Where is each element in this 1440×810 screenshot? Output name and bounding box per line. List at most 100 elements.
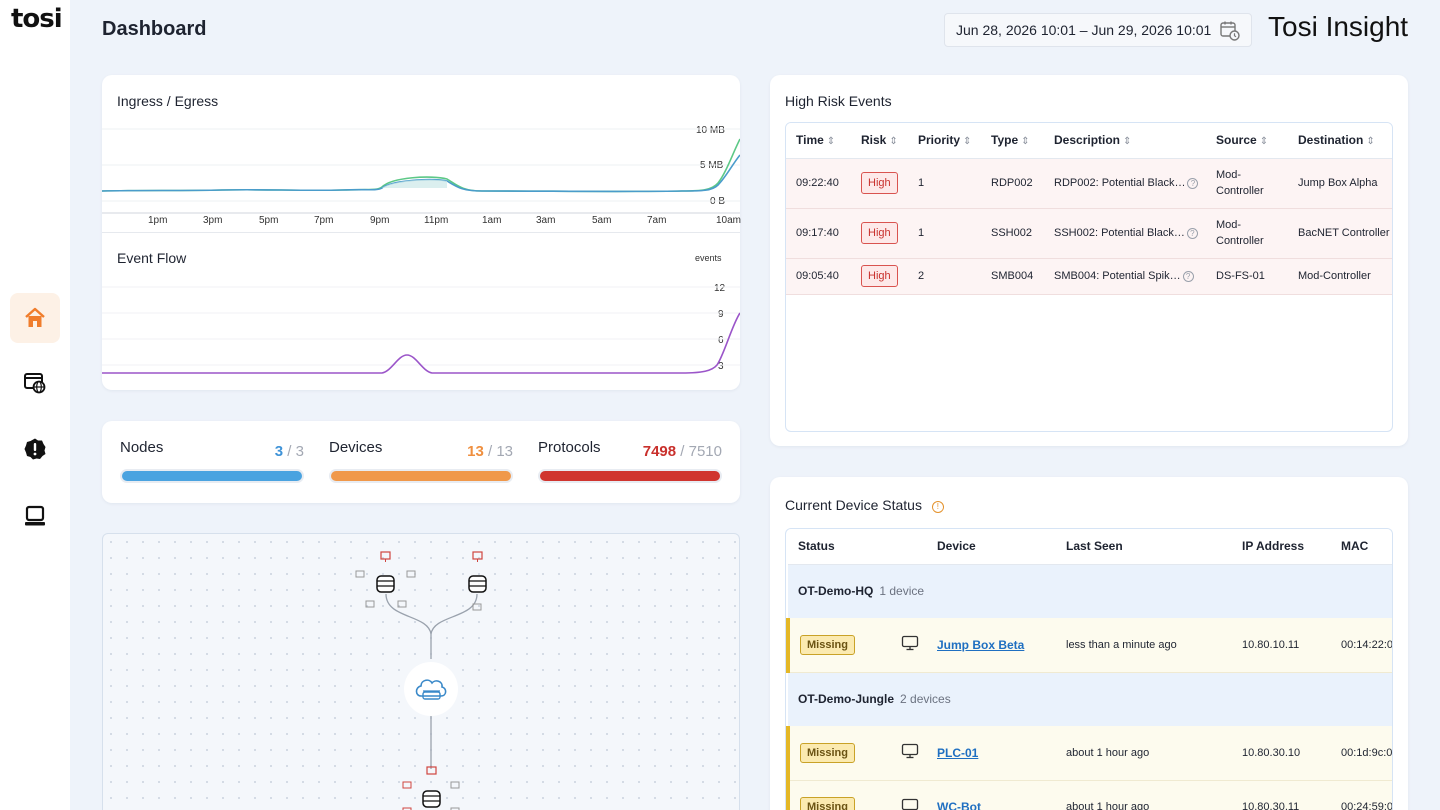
device-status-card: Current Device Status ! Status Device La… bbox=[770, 477, 1408, 810]
col-priority[interactable]: Priority ⇕ bbox=[908, 123, 981, 159]
col-time[interactable]: Time ⇕ bbox=[786, 123, 851, 159]
protocols-progress-bar bbox=[538, 469, 722, 483]
nav-devices[interactable] bbox=[10, 491, 60, 541]
device-row[interactable]: Missing PLC-01 about 1 hour ago 10.80.30… bbox=[786, 726, 1392, 781]
table-row[interactable]: 09:05:40 High 2 SMB004 SMB004: Potential… bbox=[786, 258, 1392, 295]
help-icon[interactable]: ? bbox=[1187, 177, 1199, 189]
table-row[interactable]: 09:17:40 High 1 SSH002 SSH002: Potential… bbox=[786, 208, 1392, 259]
ingress-x-tick: 11pm bbox=[424, 215, 449, 226]
date-range-picker[interactable]: Jun 28, 2026 10:01 – Jun 29, 2026 10:01 bbox=[944, 13, 1252, 47]
help-icon[interactable]: ? bbox=[1186, 227, 1198, 239]
stat-protocols-value: 7498 / 7510 bbox=[642, 443, 722, 460]
risk-badge: High bbox=[861, 222, 898, 244]
info-icon[interactable]: ! bbox=[931, 501, 944, 513]
cell-last-seen: about 1 hour ago bbox=[1056, 780, 1232, 810]
ingress-x-tick: 5am bbox=[592, 215, 612, 226]
node-cluster-right[interactable] bbox=[468, 551, 487, 611]
cell-source: DS-FS-01 bbox=[1206, 258, 1288, 295]
col-last-seen[interactable]: Last Seen bbox=[1056, 529, 1232, 565]
col-description[interactable]: Description ⇕ bbox=[1044, 123, 1206, 159]
high-risk-title: High Risk Events bbox=[785, 93, 892, 109]
event-flow-title: Event Flow bbox=[117, 250, 187, 266]
high-risk-card: High Risk Events Time ⇕ Risk ⇕ Priority ⇕ T… bbox=[770, 75, 1408, 446]
page-title: Dashboard bbox=[102, 18, 207, 40]
laptop-icon bbox=[25, 505, 45, 526]
group-name: OT-Demo-HQ bbox=[798, 584, 874, 599]
col-status[interactable]: Status bbox=[788, 529, 927, 565]
device-link[interactable]: PLC-01 bbox=[937, 745, 979, 760]
cell-type: SMB004 bbox=[981, 258, 1044, 295]
stat-devices-value: 13 / 13 bbox=[467, 443, 513, 460]
ingress-x-tick: 1am bbox=[482, 215, 502, 226]
nav-home[interactable] bbox=[10, 293, 60, 343]
nav-alerts[interactable] bbox=[10, 424, 60, 474]
event-flow-chart bbox=[102, 286, 740, 374]
cloud-hub[interactable] bbox=[404, 662, 458, 716]
sort-icon: ⇕ bbox=[963, 136, 972, 148]
nav-network[interactable] bbox=[10, 358, 60, 408]
device-link[interactable]: WC-Bot bbox=[937, 800, 981, 810]
home-icon bbox=[25, 307, 45, 327]
col-destination[interactable]: Destination ⇕ bbox=[1288, 123, 1392, 159]
alert-icon bbox=[24, 438, 46, 460]
cell-source: Mod-Controller bbox=[1206, 158, 1288, 209]
traffic-card: Ingress / Egress 10 MB 5 MB 0 B 1pm 3pm … bbox=[102, 75, 741, 390]
col-ip[interactable]: IP Address bbox=[1232, 529, 1331, 565]
cell-ip: 10.80.30.11 bbox=[1232, 780, 1331, 810]
ingress-x-tick: 7am bbox=[647, 215, 667, 226]
calendar-clock-icon bbox=[1220, 21, 1240, 41]
sort-icon: ⇕ bbox=[889, 136, 898, 148]
col-device[interactable]: Device bbox=[927, 529, 1056, 565]
cell-last-seen: less than a minute ago bbox=[1056, 618, 1232, 673]
risk-badge: High bbox=[861, 265, 898, 287]
sidebar: tosi bbox=[0, 0, 70, 810]
col-type[interactable]: Type ⇕ bbox=[981, 123, 1044, 159]
ingress-x-tick: 3pm bbox=[203, 215, 223, 226]
node-cluster-left[interactable] bbox=[355, 551, 416, 608]
ingress-x-tick: 9pm bbox=[370, 215, 390, 226]
device-group-row[interactable]: OT-Demo-HQ 1 device bbox=[788, 564, 1392, 618]
device-row[interactable]: Missing Jump Box Beta less than a minute… bbox=[786, 618, 1392, 673]
sort-icon: ⇕ bbox=[1123, 136, 1132, 148]
risk-badge: High bbox=[861, 172, 898, 194]
node-cluster-bottom[interactable] bbox=[402, 766, 460, 810]
network-topology[interactable] bbox=[102, 533, 740, 810]
col-mac[interactable]: MAC bbox=[1331, 529, 1392, 565]
cell-source: Mod-Controller bbox=[1206, 208, 1288, 259]
high-risk-table: Time ⇕ Risk ⇕ Priority ⇕ Type ⇕ Description ⇕… bbox=[785, 122, 1393, 432]
stat-protocols-label: Protocols bbox=[538, 439, 601, 456]
cell-mac: 00:24:59:0 bbox=[1331, 780, 1392, 810]
device-link[interactable]: Jump Box Beta bbox=[937, 637, 1025, 652]
devices-progress-bar bbox=[329, 469, 513, 483]
topology-graph bbox=[355, 551, 487, 810]
help-icon[interactable]: ? bbox=[1182, 270, 1194, 282]
device-group-row[interactable]: OT-Demo-Jungle 2 devices bbox=[788, 672, 1392, 726]
col-source[interactable]: Source ⇕ bbox=[1206, 123, 1288, 159]
col-risk[interactable]: Risk ⇕ bbox=[851, 123, 908, 159]
cell-priority: 1 bbox=[908, 208, 981, 259]
ingress-chart bbox=[102, 128, 740, 214]
logo: tosi bbox=[11, 4, 63, 34]
event-flow-unit: events bbox=[695, 253, 722, 263]
cell-mac: 00:14:22:0 bbox=[1331, 618, 1392, 673]
stat-devices-label: Devices bbox=[329, 439, 383, 456]
status-badge: Missing bbox=[800, 634, 855, 655]
event-y-tick: 6 bbox=[718, 335, 724, 346]
device-status-table: Status Device Last Seen IP Address MAC O… bbox=[785, 528, 1393, 810]
ingress-x-tick: 5pm bbox=[259, 215, 279, 226]
cell-time: 09:17:40 bbox=[786, 208, 851, 259]
cell-destination: Mod-Controller bbox=[1288, 258, 1392, 295]
table-row[interactable]: 09:22:40 High 1 RDP002 RDP002: Potential… bbox=[786, 158, 1392, 209]
sort-icon: ⇕ bbox=[1366, 136, 1375, 148]
cell-type: RDP002 bbox=[981, 158, 1044, 209]
cell-time: 09:22:40 bbox=[786, 158, 851, 209]
ingress-y-tick: 10 MB bbox=[696, 125, 725, 136]
event-y-tick: 12 bbox=[714, 283, 726, 294]
cell-last-seen: about 1 hour ago bbox=[1056, 726, 1232, 781]
group-count: 1 device bbox=[879, 584, 925, 599]
device-row[interactable]: Missing WC-Bot about 1 hour ago 10.80.30… bbox=[786, 780, 1392, 810]
cell-ip: 10.80.30.10 bbox=[1232, 726, 1331, 781]
date-range-value: Jun 28, 2026 10:01 – Jun 29, 2026 10:01 bbox=[956, 22, 1212, 38]
cell-description: RDP002: Potential Black… bbox=[1054, 177, 1186, 189]
monitor-icon bbox=[901, 635, 919, 654]
